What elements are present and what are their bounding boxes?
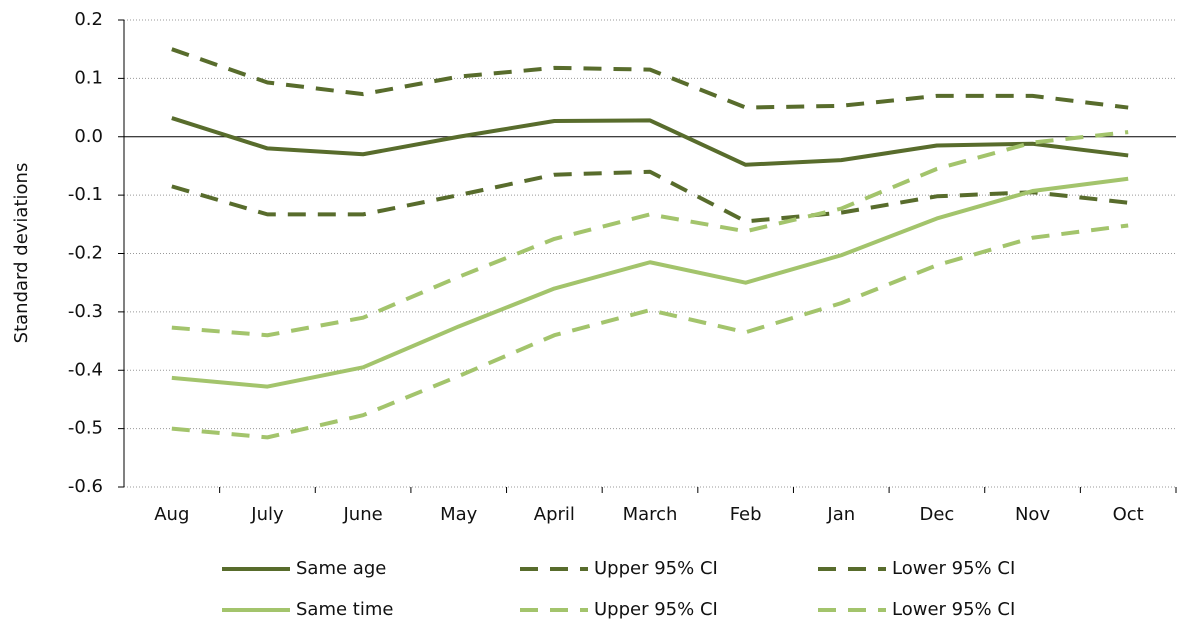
y-tick-label: 0.0 (74, 126, 103, 147)
x-tick-label: Dec (919, 504, 954, 525)
y-tick-label: -0.4 (68, 359, 103, 380)
y-tick-label: -0.2 (68, 243, 103, 264)
series-line (171, 130, 1129, 338)
series-line (171, 223, 1129, 440)
x-tick-label: July (250, 504, 284, 525)
series-line (171, 169, 1129, 224)
x-tick-label: April (534, 504, 575, 525)
x-tick-label: May (440, 504, 478, 525)
legend-label: Same age (296, 558, 386, 579)
legend-label: Lower 95% CI (892, 558, 1015, 579)
x-tick-label: March (623, 504, 678, 525)
x-tick-label: June (342, 504, 382, 525)
x-tick-label: Feb (730, 504, 762, 525)
y-tick-label: -0.3 (68, 301, 103, 322)
y-tick-label: -0.6 (68, 476, 103, 497)
y-axis-label: Standard deviations (11, 163, 32, 344)
series-line (171, 176, 1129, 389)
y-tick-label: 0.2 (74, 9, 103, 30)
legend-label: Lower 95% CI (892, 599, 1015, 620)
legend-label: Upper 95% CI (594, 558, 718, 579)
series-line (171, 116, 1129, 167)
legend-label: Same time (296, 599, 393, 620)
legend-label: Upper 95% CI (594, 599, 718, 620)
x-tick-label: Aug (154, 504, 189, 525)
x-tick-label: Nov (1015, 504, 1050, 525)
y-tick-label: -0.5 (68, 418, 103, 439)
x-tick-label: Oct (1113, 504, 1144, 525)
y-tick-label: -0.1 (68, 184, 103, 205)
series-line (171, 47, 1129, 110)
y-tick-label: 0.1 (74, 67, 103, 88)
x-tick-label: Jan (826, 504, 855, 525)
